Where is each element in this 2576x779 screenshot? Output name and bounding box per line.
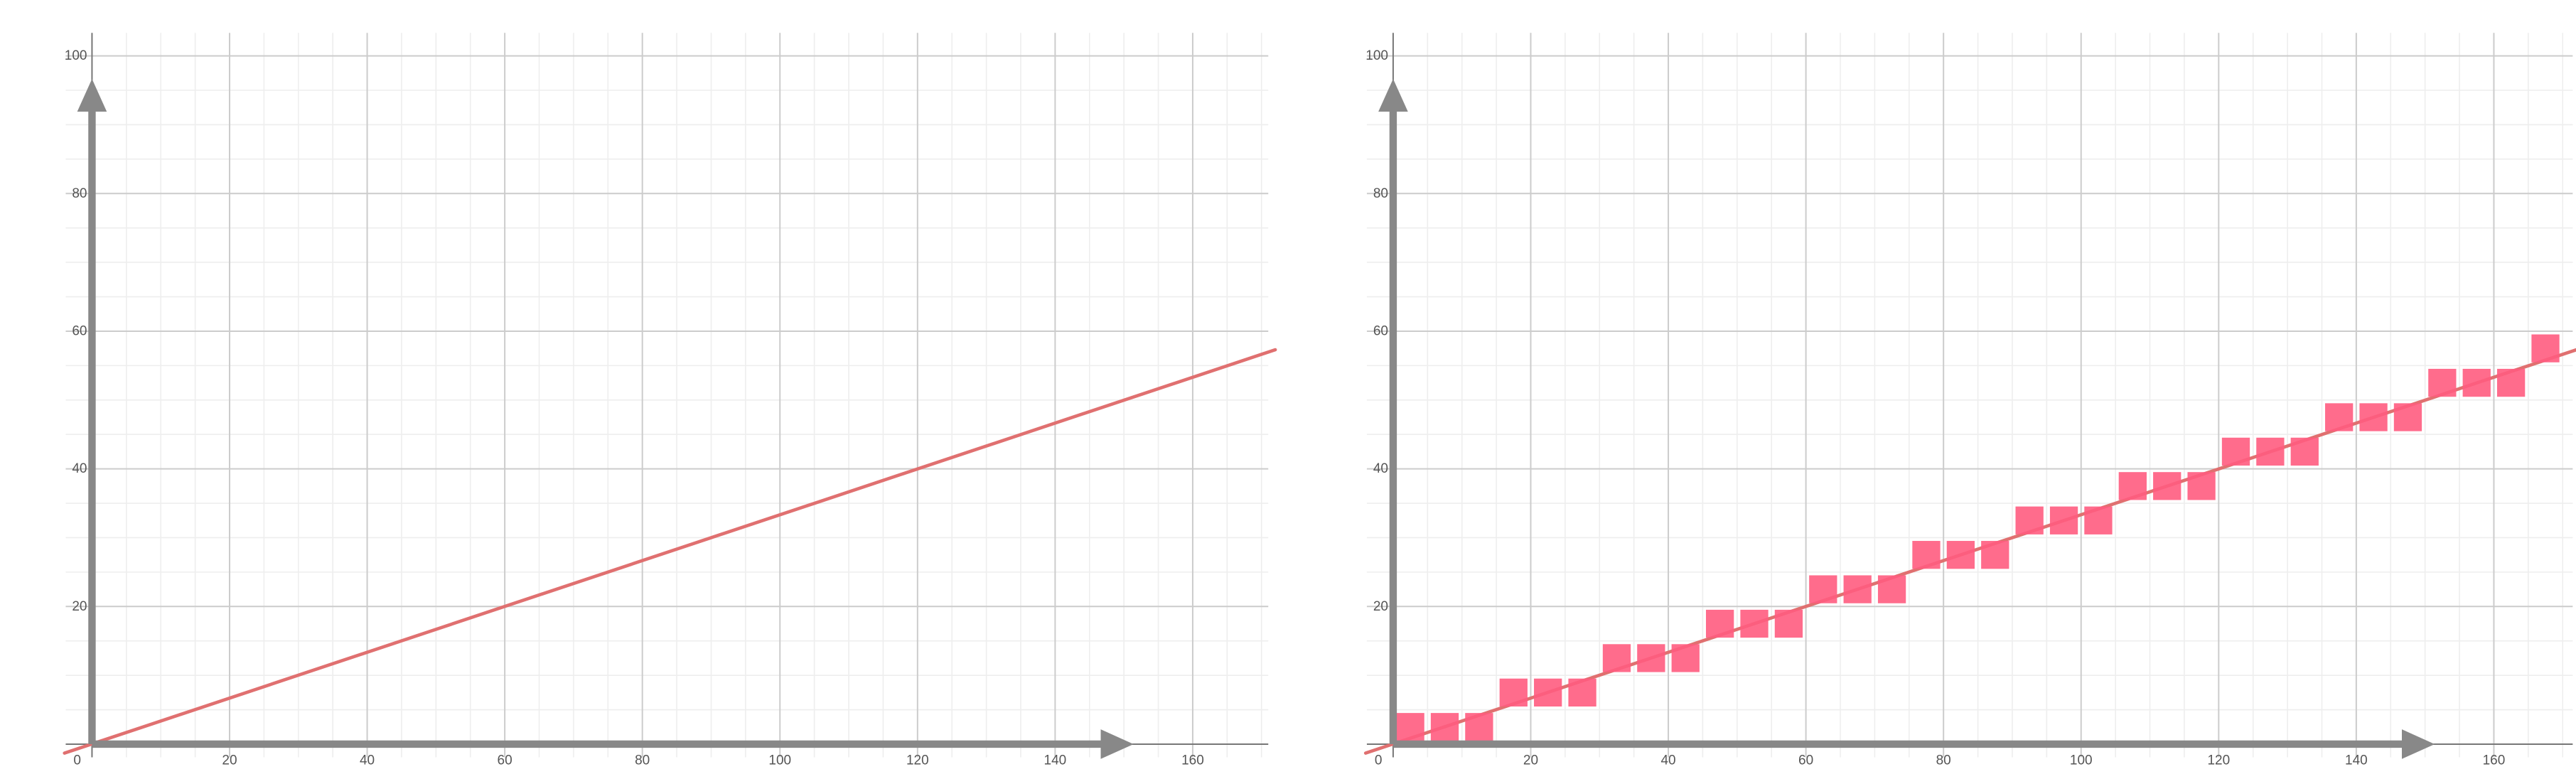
- trend-line: [63, 348, 1277, 755]
- data-square: [1877, 575, 1906, 603]
- y-tick-label: 60: [1373, 323, 1388, 338]
- minor-grid: [1366, 33, 2573, 758]
- data-square: [1671, 644, 1700, 672]
- x-tick-label: 20: [222, 753, 237, 768]
- major-grid: [1366, 33, 2573, 758]
- data-square: [2118, 472, 2147, 500]
- data-square: [2325, 403, 2354, 431]
- major-grid: [65, 33, 1269, 758]
- data-square: [1912, 541, 1941, 569]
- x-tick-label: 0: [1375, 753, 1383, 768]
- right-plot-panel: 0 20 40 60 80 100 120 140 160 20 40 60 80 100: [1363, 33, 2576, 768]
- y-tick-label: 80: [1373, 186, 1388, 201]
- data-square: [1602, 644, 1631, 672]
- data-square: [1705, 609, 1734, 638]
- data-square: [1568, 678, 1596, 707]
- data-square: [1809, 575, 1837, 603]
- x-tick-label: 40: [360, 753, 375, 768]
- data-square: [2393, 403, 2422, 431]
- data-square: [2256, 437, 2285, 466]
- x-axis-arrowhead: [2402, 729, 2435, 759]
- data-square: [1465, 713, 1493, 741]
- x-tick-label: 0: [73, 753, 81, 768]
- x-tick-label: 160: [1181, 753, 1204, 768]
- data-square: [1740, 609, 1769, 638]
- data-square: [2221, 437, 2250, 466]
- x-tick-label: 60: [498, 753, 512, 768]
- x-tick-label: 120: [906, 753, 929, 768]
- y-tick-label: 60: [72, 323, 87, 338]
- minor-grid: [65, 33, 1269, 758]
- data-square: [1774, 609, 1803, 638]
- data-square: [1499, 678, 1528, 707]
- data-square: [2015, 506, 2044, 534]
- data-square: [2153, 472, 2181, 500]
- data-square: [2084, 506, 2113, 534]
- y-tick-label: 80: [72, 186, 87, 201]
- data-square: [1843, 575, 1872, 603]
- data-square: [2359, 403, 2388, 431]
- data-square: [1396, 713, 1424, 741]
- data-square: [1534, 678, 1562, 707]
- data-square: [2187, 472, 2216, 500]
- x-tick-label: 100: [768, 753, 791, 768]
- data-square: [2496, 368, 2526, 397]
- left-plot-panel: 0 20 40 60 80 100 120 140 160 20 40 60 80 100: [63, 33, 1277, 768]
- y-tick-label: 20: [1373, 599, 1388, 614]
- x-tick-label: 100: [2070, 753, 2093, 768]
- data-square: [1637, 644, 1665, 672]
- data-square: [1430, 713, 1459, 741]
- y-axis-arrowhead: [77, 78, 107, 112]
- data-square: [1981, 541, 2009, 569]
- x-tick-label: 140: [1044, 753, 1067, 768]
- y-tick-label: 40: [1373, 461, 1388, 476]
- x-tick-label: 40: [1660, 753, 1675, 768]
- data-square: [2462, 368, 2491, 397]
- x-tick-label: 140: [2345, 753, 2368, 768]
- y-tick-label: 20: [72, 599, 87, 614]
- data-square: [2531, 334, 2560, 362]
- y-axis-arrowhead: [1378, 78, 1408, 112]
- x-tick-label: 120: [2207, 753, 2230, 768]
- x-axis-arrowhead: [1100, 729, 1134, 759]
- data-square: [2049, 506, 2078, 534]
- x-tick-label: 60: [1798, 753, 1813, 768]
- x-tick-label: 20: [1523, 753, 1538, 768]
- data-square: [2290, 437, 2319, 466]
- y-tick-label: 40: [72, 461, 87, 476]
- data-square: [1946, 541, 1975, 569]
- y-tick-label: 100: [65, 48, 87, 63]
- x-tick-label: 160: [2483, 753, 2506, 768]
- data-square: [2428, 368, 2457, 397]
- y-tick-label: 100: [1365, 48, 1388, 63]
- x-tick-label: 80: [1936, 753, 1951, 768]
- x-tick-label: 80: [635, 753, 650, 768]
